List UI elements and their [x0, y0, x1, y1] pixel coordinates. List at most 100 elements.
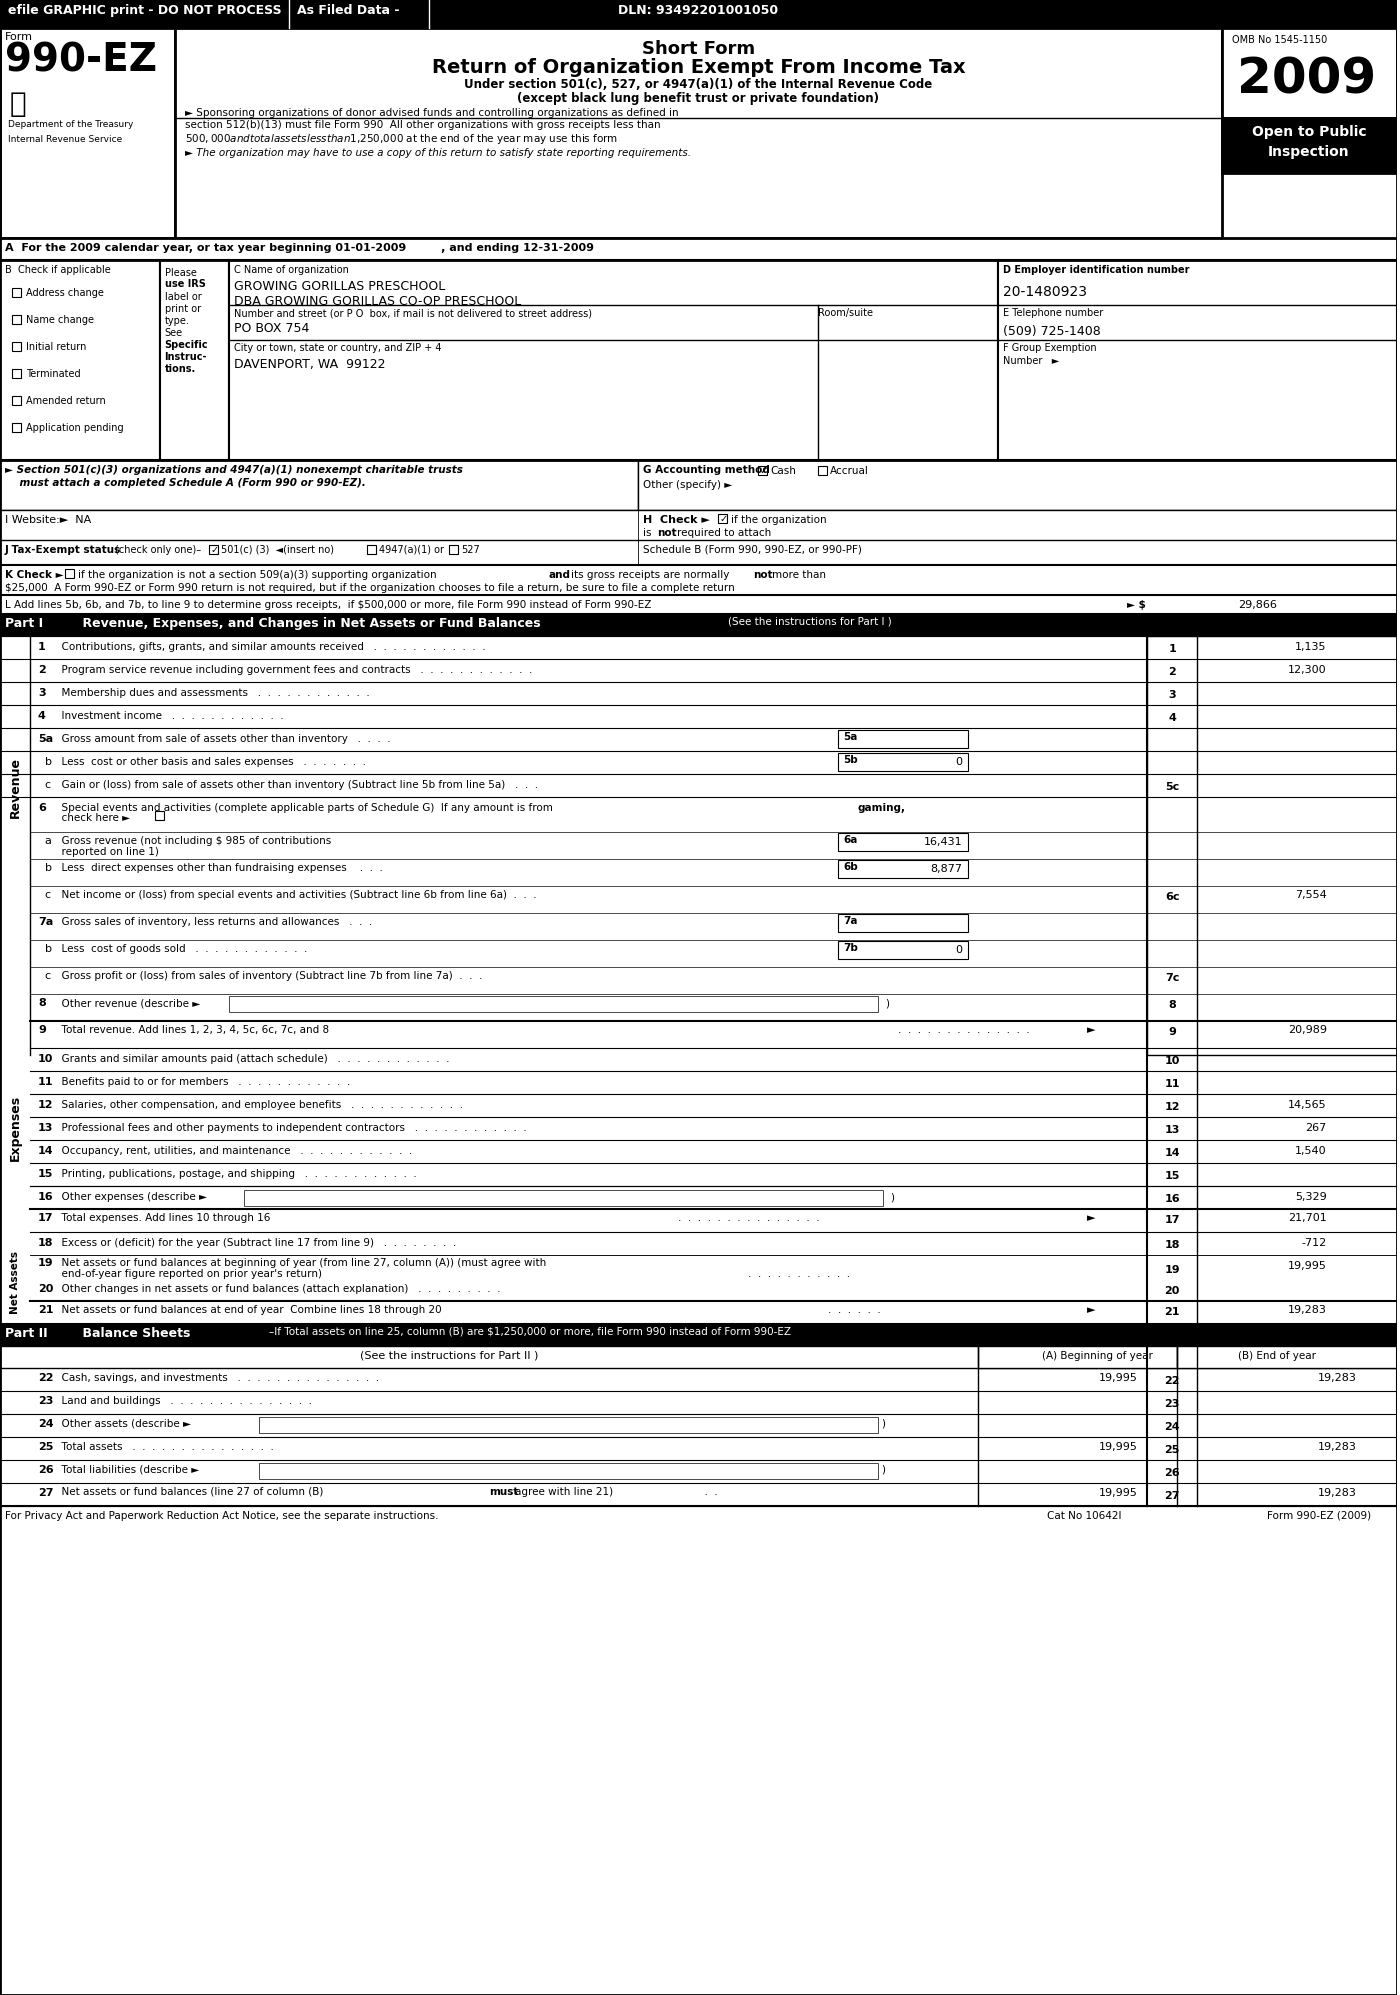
Text: Expenses: Expenses — [8, 1095, 21, 1161]
Bar — [245, 1189, 883, 1207]
Text: Printing, publications, postage, and shipping   .  .  .  .  .  .  .  .  .  .  . : Printing, publications, postage, and shi… — [55, 1169, 417, 1179]
Text: .  .  .  .  .  .  .  .  .  .  .: . . . . . . . . . . . — [748, 1269, 850, 1279]
Text: Other assets (describe ►: Other assets (describe ► — [55, 1418, 190, 1428]
Bar — [230, 996, 878, 1011]
Text: 267: 267 — [1306, 1123, 1327, 1133]
Bar — [0, 259, 160, 461]
Text: 2: 2 — [1168, 666, 1176, 676]
Text: ✓: ✓ — [720, 515, 728, 525]
Text: 5a: 5a — [843, 732, 857, 742]
Text: DBA GROWING GORILLAS CO-OP PRESCHOOL: DBA GROWING GORILLAS CO-OP PRESCHOOL — [234, 295, 522, 307]
Text: Occupancy, rent, utilities, and maintenance   .  .  .  .  .  .  .  .  .  .  .  .: Occupancy, rent, utilities, and maintena… — [55, 1145, 412, 1155]
Text: 1: 1 — [1168, 644, 1176, 654]
Text: 3: 3 — [38, 688, 46, 698]
Bar — [839, 942, 967, 960]
Text: end-of-year figure reported on prior year's return): end-of-year figure reported on prior yea… — [55, 1269, 322, 1279]
Text: Number   ►: Number ► — [1002, 355, 1058, 365]
Text: not: not — [753, 571, 773, 581]
Text: Please: Please — [165, 267, 196, 277]
Text: .  .  .  .  .  .  .  .  .  .  .  .  .  .: . . . . . . . . . . . . . . — [897, 1025, 1029, 1035]
Text: Investment income   .  .  .  .  .  .  .  .  .  .  .  .: Investment income . . . . . . . . . . . … — [55, 710, 284, 720]
Text: label or: label or — [165, 291, 202, 301]
Text: 20: 20 — [1165, 1287, 1180, 1297]
Text: 13: 13 — [1165, 1125, 1180, 1135]
Bar — [638, 511, 1397, 541]
Text: –If Total assets on line 25, column (B) are $1,250,000 or more, file Form 990 in: –If Total assets on line 25, column (B) … — [269, 1327, 791, 1337]
Text: (except black lung benefit trust or private foundation): (except black lung benefit trust or priv… — [518, 92, 879, 106]
Bar — [0, 461, 638, 511]
Bar — [154, 812, 164, 820]
Text: Less  cost of goods sold   .  .  .  .  .  .  .  .  .  .  .  .: Less cost of goods sold . . . . . . . . … — [55, 944, 307, 954]
Text: B  Check if applicable: B Check if applicable — [6, 265, 111, 275]
Text: ): ) — [885, 998, 889, 1007]
Text: 5a: 5a — [38, 734, 53, 744]
Bar — [638, 541, 1397, 565]
Text: Open to Public: Open to Public — [1252, 126, 1366, 140]
Text: required to attach: required to attach — [678, 529, 771, 539]
Text: Amended return: Amended return — [27, 395, 105, 407]
Text: 990-EZ: 990-EZ — [6, 42, 157, 80]
Text: 12: 12 — [1165, 1101, 1180, 1111]
Bar — [160, 259, 230, 461]
Text: .  .  .  .  .  .: . . . . . . — [827, 1305, 881, 1315]
Text: 🦅: 🦅 — [10, 90, 27, 118]
Text: I Website:►  NA: I Website:► NA — [6, 515, 91, 525]
Text: Department of the Treasury: Department of the Treasury — [8, 120, 133, 130]
Text: 9: 9 — [1168, 1027, 1176, 1037]
Text: Accrual: Accrual — [830, 467, 869, 477]
Text: type.: type. — [165, 315, 189, 325]
Bar — [13, 341, 21, 351]
Text: Benefits paid to or for members   .  .  .  .  .  .  .  .  .  .  .  .: Benefits paid to or for members . . . . … — [55, 1077, 350, 1087]
Text: Net assets or fund balances at end of year  Combine lines 18 through 20: Net assets or fund balances at end of ye… — [55, 1305, 441, 1315]
Text: GROWING GORILLAS PRESCHOOL: GROWING GORILLAS PRESCHOOL — [234, 279, 445, 293]
Text: must attach a completed Schedule A (Form 990 or 990-EZ).: must attach a completed Schedule A (Form… — [6, 479, 365, 489]
Text: (B) End of year: (B) End of year — [1238, 1351, 1316, 1361]
Text: c: c — [38, 890, 50, 900]
Text: 6b: 6b — [843, 862, 858, 872]
Text: Address change: Address change — [27, 287, 104, 297]
Text: 23: 23 — [1165, 1398, 1180, 1408]
Text: and: and — [549, 571, 571, 581]
Text: 26: 26 — [1165, 1468, 1180, 1478]
Text: 1,540: 1,540 — [1295, 1145, 1327, 1155]
Text: a: a — [38, 836, 52, 846]
Text: ► Sponsoring organizations of donor advised funds and controlling organizations : ► Sponsoring organizations of donor advi… — [185, 108, 678, 118]
Text: its gross receipts are normally: its gross receipts are normally — [571, 571, 732, 581]
Text: Less  cost or other basis and sales expenses   .  .  .  .  .  .  .: Less cost or other basis and sales expen… — [55, 756, 365, 766]
Text: Gross amount from sale of assets other than inventory   .  .  .  .: Gross amount from sale of assets other t… — [55, 734, 391, 744]
Text: Other changes in net assets or fund balances (attach explanation)   .  .  .  .  : Other changes in net assets or fund bala… — [55, 1285, 500, 1295]
Text: 19,995: 19,995 — [1288, 1261, 1327, 1271]
Text: 21: 21 — [1165, 1307, 1180, 1317]
Text: if the organization is not a section 509(a)(3) supporting organization: if the organization is not a section 509… — [78, 571, 440, 581]
Text: 24: 24 — [38, 1418, 53, 1428]
Bar — [718, 515, 727, 523]
Text: $500,000 and total assets less than $1,250,000 at the end of the year may use th: $500,000 and total assets less than $1,2… — [185, 132, 617, 146]
Text: Number and street (or P O  box, if mail is not delivered to street address): Number and street (or P O box, if mail i… — [234, 307, 592, 317]
Bar — [0, 237, 1397, 259]
Text: 10: 10 — [38, 1053, 53, 1063]
Text: use IRS: use IRS — [165, 279, 206, 289]
Bar — [638, 461, 1397, 511]
Text: 10: 10 — [1165, 1055, 1180, 1065]
Text: .  .: . . — [699, 1486, 718, 1496]
Text: 4: 4 — [38, 710, 46, 720]
Text: Professional fees and other payments to independent contractors   .  .  .  .  . : Professional fees and other payments to … — [55, 1123, 526, 1133]
Text: Other revenue (describe ►: Other revenue (describe ► — [55, 998, 200, 1007]
Text: ✓: ✓ — [210, 545, 218, 555]
Text: 527: 527 — [461, 545, 480, 555]
Text: Net income or (loss) from special events and activities (Subtract line 6b from l: Net income or (loss) from special events… — [55, 890, 536, 900]
Text: 15: 15 — [38, 1169, 53, 1179]
Bar — [259, 1462, 878, 1478]
Text: ► The organization may have to use a copy of this return to satisfy state report: ► The organization may have to use a cop… — [185, 148, 690, 158]
Text: if the organization: if the organization — [731, 515, 827, 525]
Text: Part II: Part II — [6, 1327, 48, 1341]
Bar — [839, 860, 967, 878]
Text: Net Assets: Net Assets — [10, 1251, 20, 1313]
Text: 20-1480923: 20-1480923 — [1002, 285, 1086, 299]
Text: C Name of organization: C Name of organization — [234, 265, 350, 275]
Text: Net assets or fund balances (line 27 of column (B): Net assets or fund balances (line 27 of … — [55, 1486, 326, 1496]
Text: 19,283: 19,283 — [1317, 1373, 1357, 1383]
Bar — [0, 1325, 1397, 1347]
Text: 8: 8 — [38, 998, 46, 1007]
Text: 9: 9 — [38, 1025, 46, 1035]
